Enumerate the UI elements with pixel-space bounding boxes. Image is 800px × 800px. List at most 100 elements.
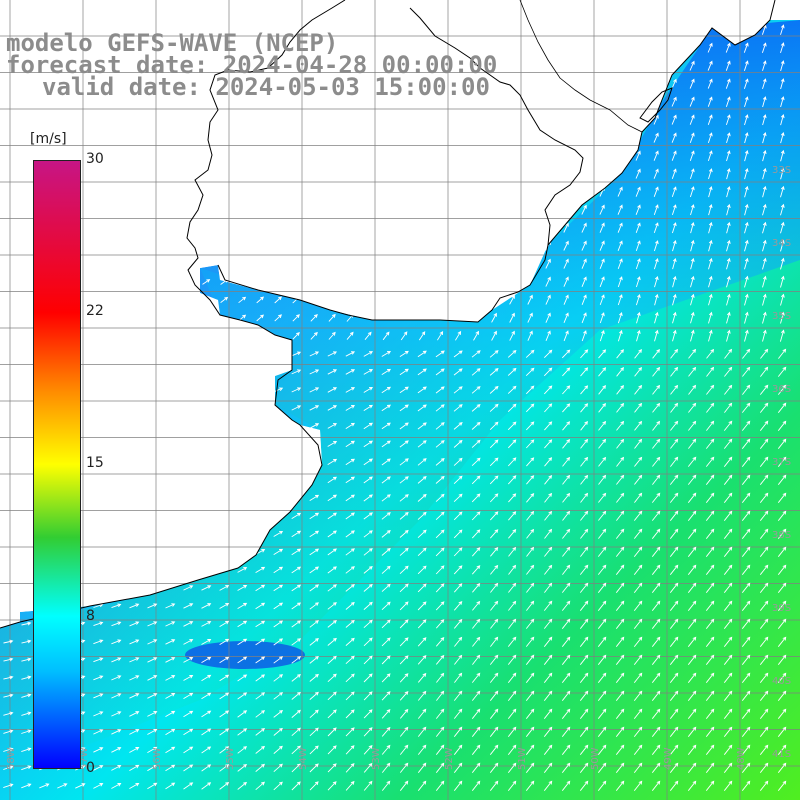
wind-arrow: [273, 566, 284, 574]
wind-arrow: [490, 582, 499, 593]
wind-arrow: [111, 729, 122, 735]
wind-arrow: [363, 727, 373, 737]
wind-arrow: [635, 204, 641, 215]
wind-arrow: [507, 439, 517, 449]
wind-arrow: [634, 456, 643, 467]
wind-arrow: [201, 585, 212, 591]
wind-arrow: [633, 564, 643, 575]
wind-arrow: [381, 422, 391, 430]
wind-arrow: [526, 510, 535, 521]
wind-arrow: [237, 674, 248, 682]
wind-arrow: [165, 710, 176, 717]
wind-arrow: [563, 312, 569, 323]
wind-arrow: [129, 639, 140, 645]
wind-arrow: [562, 510, 571, 521]
wind-arrow: [3, 711, 14, 716]
wind-arrow: [327, 458, 338, 465]
wind-arrow: [687, 546, 697, 557]
wind-arrow: [399, 583, 409, 593]
wind-arrow: [705, 708, 715, 719]
wind-arrow: [21, 639, 32, 644]
wind-arrow: [723, 690, 733, 701]
wind-arrow: [417, 726, 427, 737]
wind-arrow: [759, 510, 769, 521]
wind-arrow: [165, 764, 176, 772]
wind-arrow: [255, 656, 266, 664]
wind-arrow: [57, 783, 68, 789]
wind-arrow: [599, 330, 605, 342]
wind-arrow: [237, 764, 248, 772]
wind-arrow: [543, 385, 553, 395]
wind-arrow: [237, 602, 248, 609]
wind-arrow: [762, 114, 767, 126]
wind-arrow: [526, 600, 535, 611]
wind-arrow: [617, 312, 623, 324]
wind-arrow: [687, 762, 697, 773]
wind-arrow: [309, 709, 319, 719]
wind-arrow: [273, 781, 283, 791]
wind-arrow: [93, 621, 104, 627]
wind-arrow: [688, 384, 697, 395]
wind-arrow: [651, 546, 661, 557]
wind-arrow: [453, 780, 463, 791]
wind-arrow: [545, 312, 551, 323]
title-valid-date: valid date: 2024-05-03 15:00:00: [42, 73, 490, 101]
wind-arrow: [561, 708, 571, 719]
wind-arrow: [580, 528, 589, 539]
wind-arrow: [21, 747, 32, 753]
wind-arrow: [471, 529, 481, 539]
wind-arrow: [345, 584, 355, 592]
wind-arrow: [687, 600, 697, 611]
longitude-label: 58W: [6, 747, 17, 770]
wind-arrow: [291, 584, 302, 592]
wind-arrow: [435, 762, 445, 773]
wind-arrow: [545, 330, 551, 341]
wind-arrow: [726, 329, 731, 342]
wind-arrow: [633, 528, 643, 539]
wind-arrow: [654, 276, 659, 288]
wind-arrow: [417, 690, 427, 701]
wind-arrow: [219, 710, 230, 718]
wind-arrow: [726, 275, 731, 288]
wind-arrow: [435, 744, 445, 755]
wind-arrow: [471, 690, 481, 701]
wind-arrow: [654, 293, 659, 306]
wind-arrow: [633, 780, 643, 791]
wind-arrow: [327, 405, 338, 411]
wind-arrow: [723, 654, 733, 665]
wind-arrow: [652, 474, 661, 485]
coastline: [0, 0, 346, 629]
wind-arrow: [327, 423, 337, 429]
wind-arrow: [669, 744, 679, 755]
wind-arrow: [543, 780, 553, 791]
wind-arrow: [653, 222, 659, 234]
low-speed-pocket: [185, 641, 305, 669]
wind-arrow: [399, 476, 409, 484]
wind-arrow: [274, 296, 283, 304]
wind-arrow: [399, 350, 409, 357]
wind-arrow: [381, 780, 391, 791]
wind-arrow: [147, 675, 158, 681]
wind-arrow: [345, 494, 355, 502]
wind-arrow: [3, 657, 14, 662]
wind-arrow: [759, 582, 769, 593]
wind-arrow: [672, 329, 677, 342]
wind-arrow: [780, 257, 785, 270]
wind-arrow: [309, 602, 319, 610]
wind-arrow: [777, 708, 787, 719]
wind-arrow: [399, 744, 409, 755]
wind-arrow: [651, 582, 661, 593]
wind-arrow: [417, 565, 427, 575]
wind-arrow: [489, 690, 499, 701]
wind-arrow: [580, 546, 589, 557]
wind-arrow: [363, 601, 373, 610]
wind-arrow: [780, 311, 785, 324]
latitude-label: 38S: [772, 530, 791, 541]
wind-arrow: [381, 404, 391, 412]
wind-arrow: [201, 674, 212, 682]
wind-arrow: [778, 348, 787, 359]
longitude-label: 48W: [736, 747, 747, 770]
wind-arrow: [201, 764, 212, 772]
wind-arrow: [417, 637, 427, 647]
